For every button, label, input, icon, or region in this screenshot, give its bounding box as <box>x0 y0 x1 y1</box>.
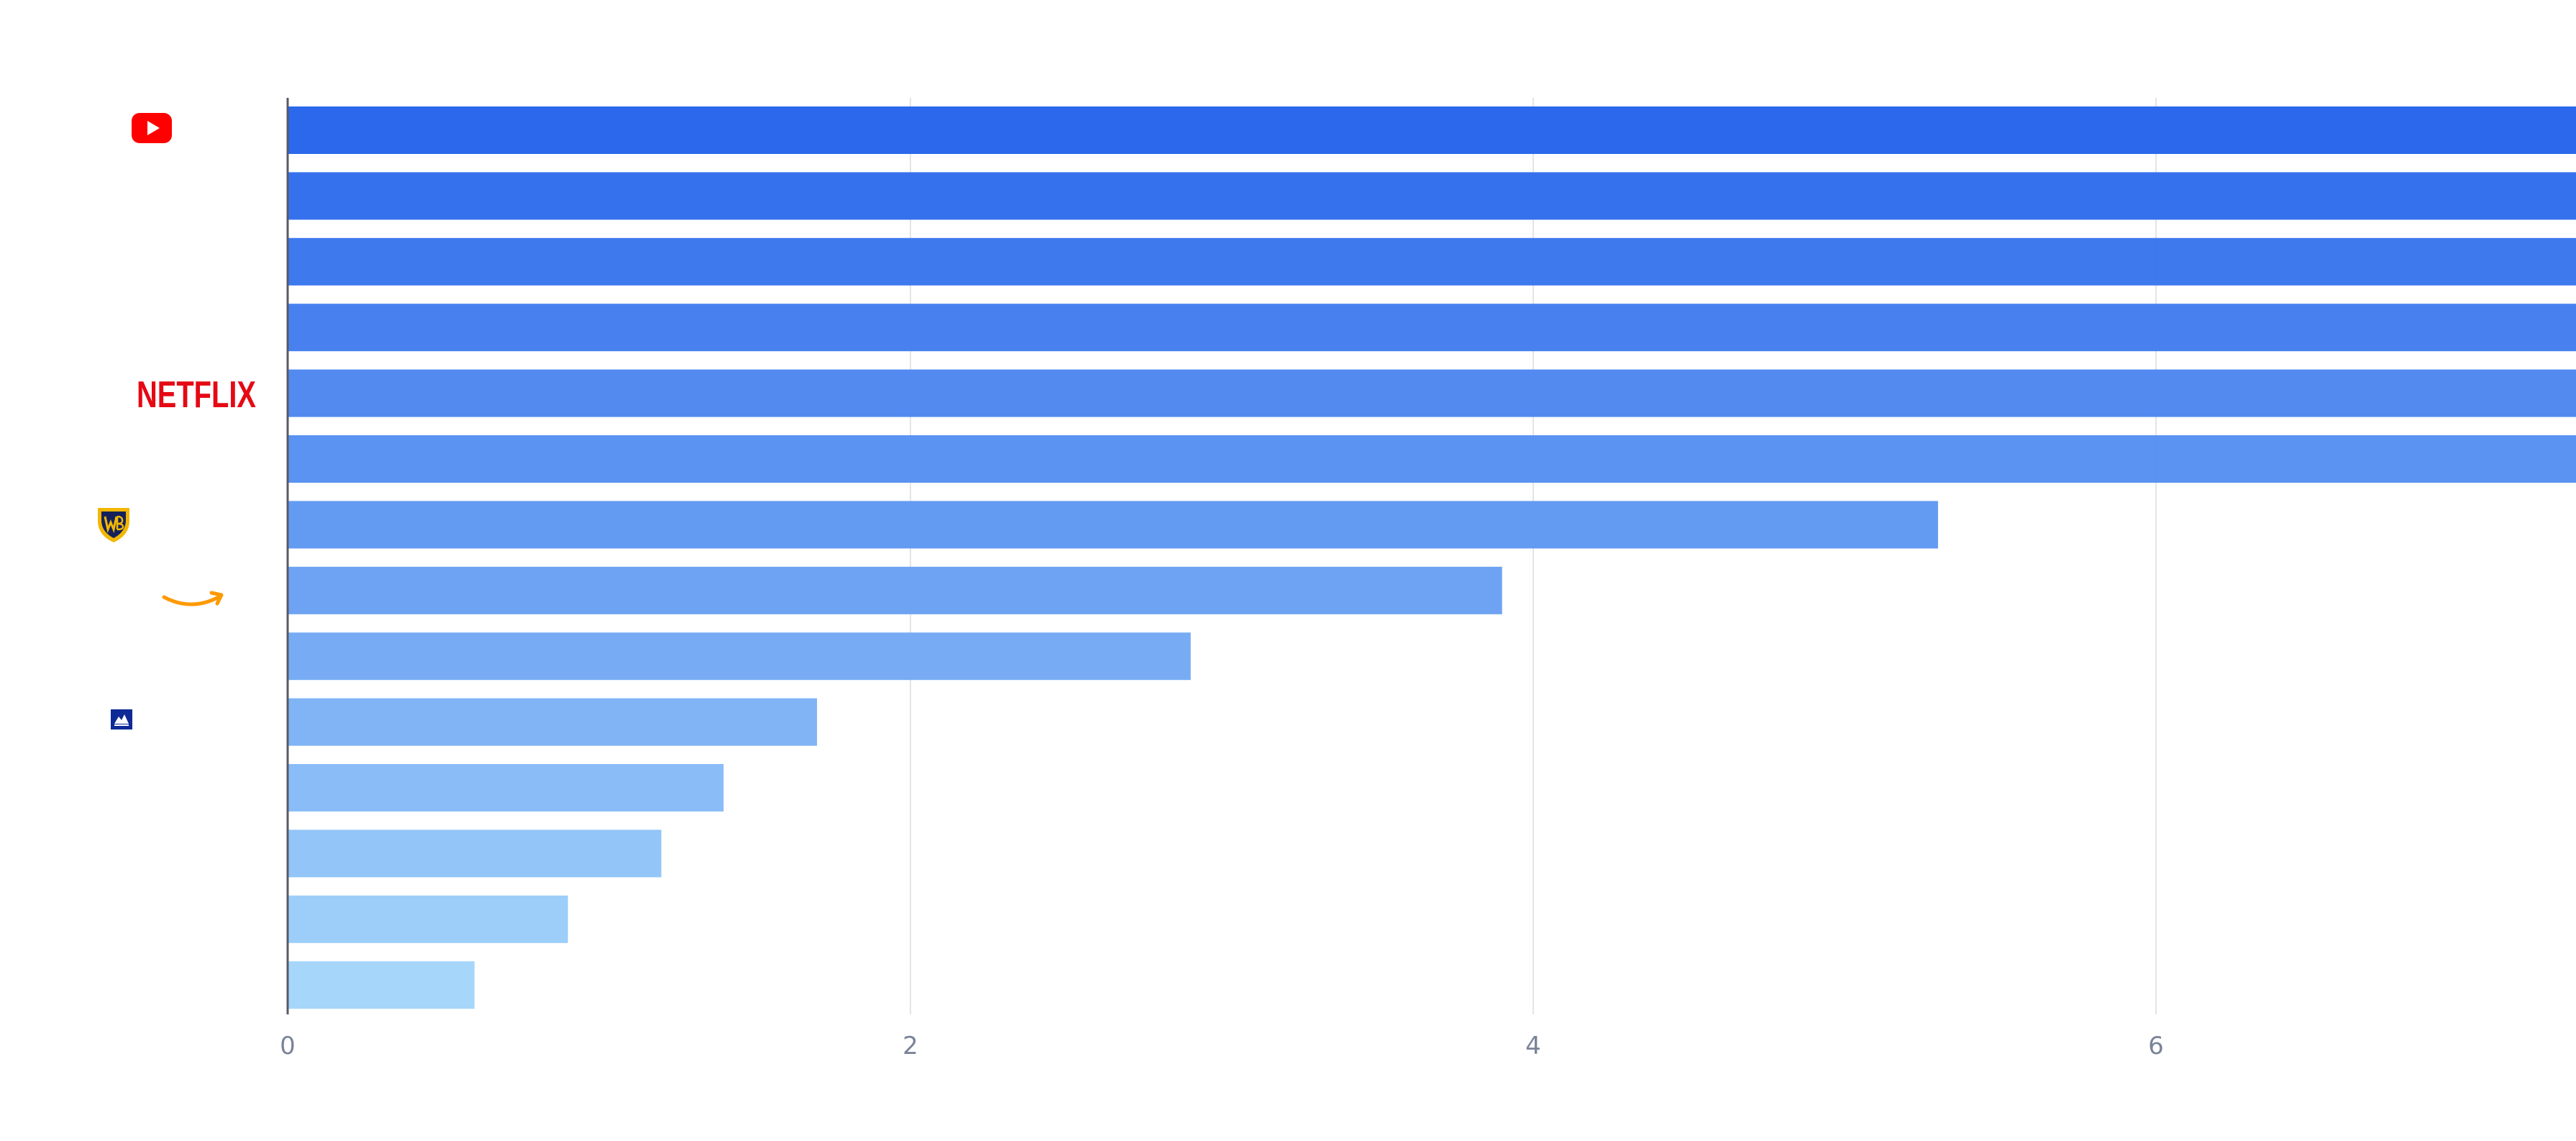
bars <box>288 106 2576 1009</box>
netflix-logo-icon: NETFLIX <box>137 374 256 416</box>
bar <box>288 501 1938 549</box>
x-tick-label: 6 <box>2148 1032 2164 1060</box>
bar <box>288 172 2576 220</box>
bar <box>288 895 568 943</box>
amazon-logo-icon <box>162 591 224 606</box>
grid-lines <box>910 98 2157 1014</box>
bar <box>288 369 2576 417</box>
x-tick-label: 0 <box>280 1032 296 1060</box>
bar <box>288 764 724 812</box>
bar <box>288 632 1191 681</box>
bar <box>288 435 2576 483</box>
bar <box>288 961 475 1009</box>
x-tick-label: 2 <box>903 1032 918 1060</box>
warner-bros-logo-icon <box>98 508 129 542</box>
bar <box>288 698 818 746</box>
bar <box>288 304 2576 352</box>
bar <box>288 829 662 878</box>
x-tick-label: 4 <box>1525 1032 1541 1060</box>
paramount-logo-icon <box>111 709 132 729</box>
youtube-logo-icon <box>132 113 172 143</box>
bar <box>288 566 1502 614</box>
x-axis-ticks: 024681012 <box>280 1032 2164 1060</box>
bar <box>288 106 2576 154</box>
bar <box>288 237 2576 286</box>
